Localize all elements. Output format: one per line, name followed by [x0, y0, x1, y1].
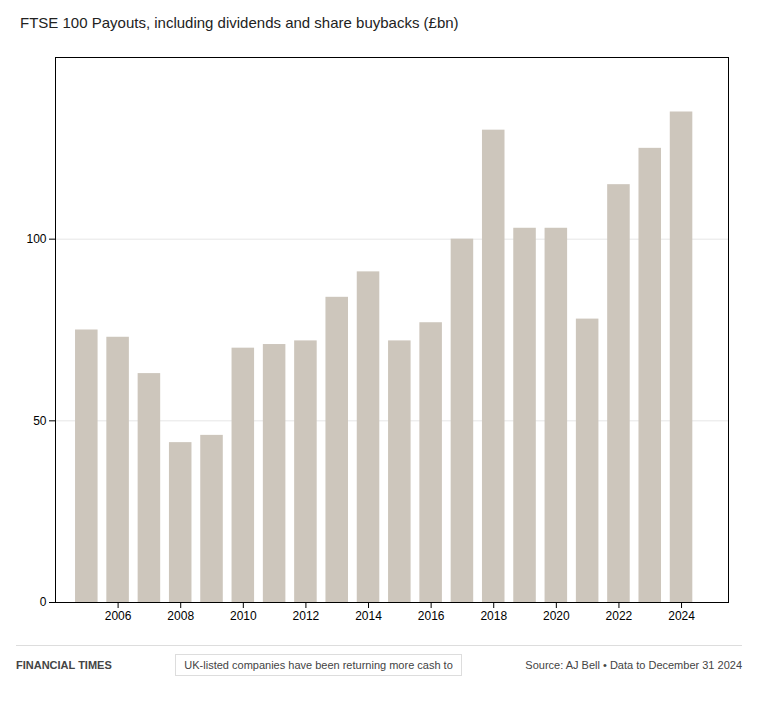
svg-text:2006: 2006 [105, 609, 132, 623]
svg-text:100: 100 [26, 232, 46, 246]
html-text:FTSE 100 Payouts, including di: FTSE 100 Payouts, including dividends an… [20, 14, 459, 31]
svg-text:50: 50 [33, 414, 47, 428]
html-text:FINANCIAL TIMES: FINANCIAL TIMES [16, 659, 112, 671]
svg-text:2008: 2008 [167, 609, 194, 623]
html-text:UK-listed companies have been: UK-listed companies have been returning … [184, 659, 453, 671]
html-text:Source: AJ Bell • Data to Dece: Source: AJ Bell • Data to December 31 20… [525, 659, 742, 671]
svg-text:2022: 2022 [606, 609, 633, 623]
svg-text:2020: 2020 [543, 609, 570, 623]
svg-text:2014: 2014 [355, 609, 382, 623]
svg-text:2010: 2010 [230, 609, 257, 623]
svg-text:2018: 2018 [480, 609, 507, 623]
svg-text:2012: 2012 [293, 609, 320, 623]
svg-text:2016: 2016 [418, 609, 445, 623]
svg-text:0: 0 [40, 595, 47, 609]
svg-text:2024: 2024 [668, 609, 695, 623]
